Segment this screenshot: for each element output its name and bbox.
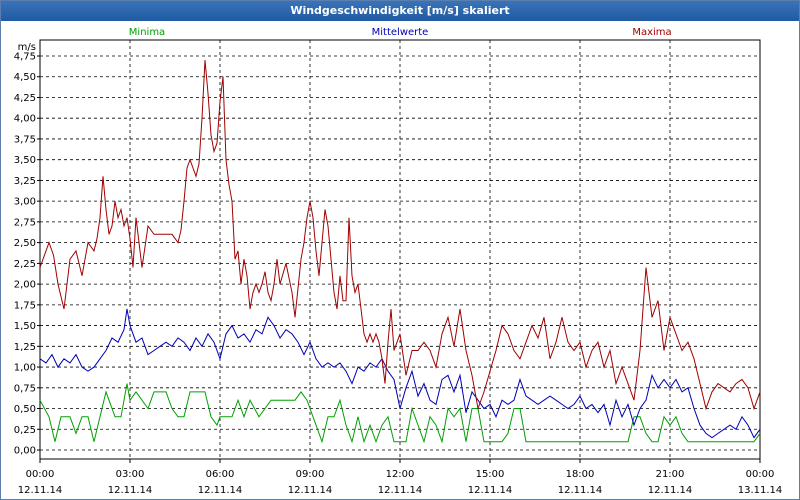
y-tick-label: 3,25 <box>14 176 36 187</box>
x-tick-date: 12.11.14 <box>648 485 693 496</box>
y-tick-label: 0,75 <box>14 383 36 394</box>
y-tick-label: 1,50 <box>14 321 36 332</box>
x-tick-time: 00:00 <box>26 469 55 480</box>
y-tick-label: 1,00 <box>14 363 36 374</box>
x-tick-time: 03:00 <box>116 469 145 480</box>
x-tick-date: 12.11.14 <box>108 485 153 496</box>
y-tick-label: 2,75 <box>14 217 36 228</box>
legend: Minima Mittelwerte Maxima <box>129 27 672 38</box>
y-tick-label: 2,25 <box>14 259 36 270</box>
x-tick-date: 12.11.14 <box>198 485 243 496</box>
chart-title: Windgeschwindigkeit [m/s] skaliert <box>1 1 799 21</box>
legend-entry-maxima: Maxima <box>632 27 671 38</box>
y-axis-label: m/s <box>18 42 36 53</box>
x-tick-date: 13.11.14 <box>738 485 783 496</box>
y-tick-label: 2,00 <box>14 280 36 291</box>
y-tick-label: 4,25 <box>14 93 36 104</box>
y-tick-label: 4,00 <box>14 114 36 125</box>
x-tick-date: 12.11.14 <box>378 485 423 496</box>
series-line-minima <box>39 383 761 444</box>
x-tick-time: 09:00 <box>296 469 325 480</box>
series-line-maxima <box>39 60 761 411</box>
legend-entry-minima: Minima <box>129 27 165 38</box>
y-tick-label: 3,00 <box>14 197 36 208</box>
y-tick-label: 3,75 <box>14 134 36 145</box>
x-tick-time: 00:00 <box>746 469 775 480</box>
x-tick-time: 06:00 <box>206 469 235 480</box>
y-tick-label: 1,25 <box>14 342 36 353</box>
x-tick-date: 12.11.14 <box>18 485 63 496</box>
y-tick-label: 1,75 <box>14 300 36 311</box>
series-layer <box>39 60 761 444</box>
y-tick-label: 4,75 <box>14 52 36 63</box>
x-tick-date: 12.11.14 <box>468 485 513 496</box>
x-tick-time: 12:00 <box>386 469 415 480</box>
y-tick-label: 0,00 <box>14 446 36 457</box>
x-axis: 00:00 12.11.14 03:00 12.11.14 06:00 12.11.14 0… <box>18 459 783 496</box>
y-tick-label: 0,25 <box>14 425 36 436</box>
x-tick-time: 21:00 <box>656 469 685 480</box>
x-tick-date: 12.11.14 <box>288 485 333 496</box>
y-tick-label: 3,50 <box>14 155 36 166</box>
series-line-mittelwerte <box>39 308 761 439</box>
legend-entry-mittelwerte: Mittelwerte <box>372 27 429 38</box>
y-axis: 0,00 0,25 0,50 0,75 1,00 1,25 1,50 1,75 2,00 2,25… <box>14 52 40 457</box>
y-tick-label: 0,50 <box>14 404 36 415</box>
x-tick-date: 12.11.14 <box>558 485 603 496</box>
x-tick-time: 18:00 <box>566 469 595 480</box>
y-tick-label: 4,50 <box>14 72 36 83</box>
grid-lines <box>40 40 760 459</box>
y-tick-label: 2,50 <box>14 238 36 249</box>
x-tick-time: 15:00 <box>476 469 505 480</box>
